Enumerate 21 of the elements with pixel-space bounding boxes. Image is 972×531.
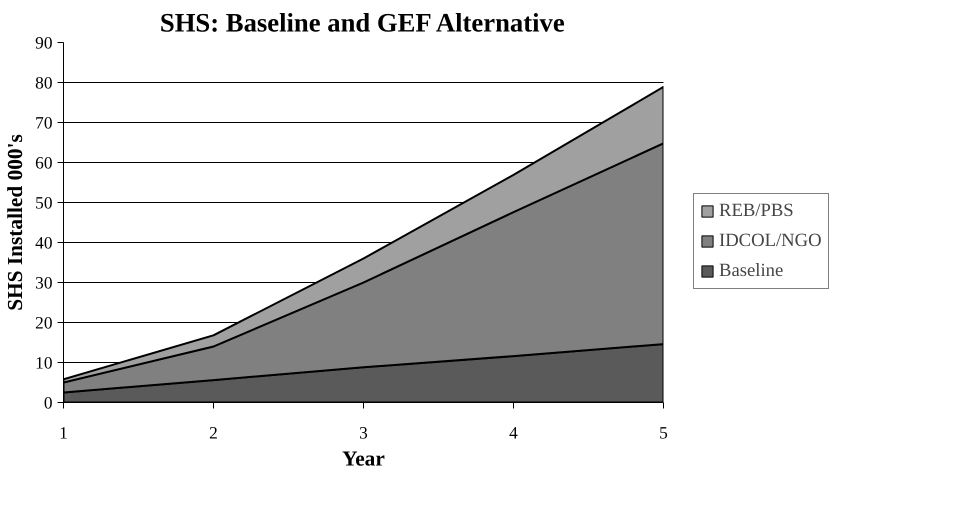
- y-tick-label: 50: [35, 194, 52, 212]
- chart-title: SHS: Baseline and GEF Alternative: [160, 8, 565, 38]
- x-tick-label: 2: [209, 424, 218, 442]
- y-tick-label: 70: [35, 114, 52, 132]
- y-tick-label: 40: [35, 234, 52, 252]
- y-axis-title: SHS Installed 000's: [3, 134, 28, 311]
- y-tick-label: 60: [35, 154, 52, 172]
- y-tick-label: 90: [35, 34, 52, 52]
- y-tick-label: 10: [35, 354, 52, 372]
- x-tick-label: 1: [59, 424, 68, 442]
- y-tick-label: 0: [44, 394, 53, 412]
- x-axis-title: Year: [342, 446, 386, 470]
- y-tick-label: 20: [35, 314, 52, 332]
- legend-label: IDCOL/NGO: [719, 230, 822, 252]
- x-tick-label: 3: [359, 424, 368, 442]
- x-tick-label: 5: [659, 424, 668, 442]
- legend-label: REB/PBS: [719, 200, 794, 222]
- x-tick-label: 4: [509, 424, 518, 442]
- legend-label: Baseline: [719, 260, 784, 282]
- y-tick-label: 80: [35, 74, 52, 92]
- y-tick-label: 30: [35, 274, 52, 292]
